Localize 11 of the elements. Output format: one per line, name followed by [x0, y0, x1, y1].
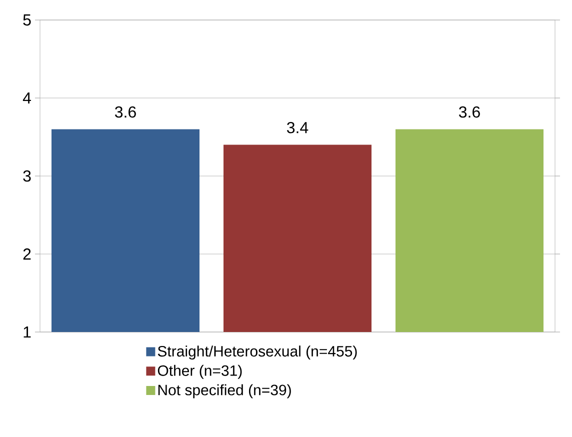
legend-label: Other (n=31) — [158, 364, 242, 379]
data-label: 3.6 — [114, 106, 136, 118]
legend-label: Not specified (n=39) — [158, 384, 291, 398]
y-tick-label: 2 — [23, 248, 31, 260]
y-tick-label: 1 — [24, 326, 31, 338]
y-tick-label: 3 — [23, 170, 31, 182]
data-label: 3.6 — [458, 106, 480, 118]
y-tick-label: 4 — [22, 92, 31, 104]
legend-label: Straight/Heterosexual (n=455) — [158, 346, 357, 360]
y-tick-label: 5 — [23, 14, 31, 26]
data-label: 3.4 — [286, 122, 308, 134]
